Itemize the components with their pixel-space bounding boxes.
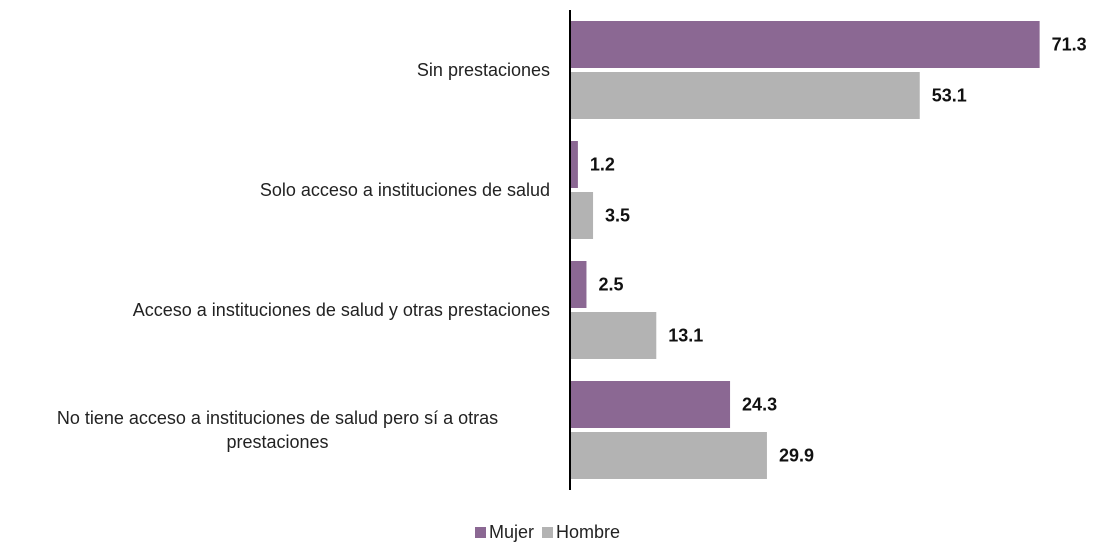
value-label: 53.1 — [932, 85, 967, 105]
bar — [570, 72, 920, 119]
legend-swatch — [541, 527, 553, 538]
value-label: 1.2 — [590, 154, 615, 174]
value-label: 3.5 — [605, 205, 630, 225]
category-label: Sin prestaciones — [0, 58, 550, 82]
value-label: 13.1 — [668, 325, 703, 345]
legend-item: Mujer — [474, 522, 534, 543]
category-text: Acceso a instituciones de salud y otras … — [132, 300, 550, 320]
legend-swatch — [474, 527, 486, 538]
bar — [570, 141, 578, 188]
legend: Mujer Hombre — [0, 522, 1095, 543]
bar — [570, 21, 1040, 68]
value-label: 2.5 — [598, 274, 623, 294]
category-label: No tiene acceso a instituciones de salud… — [0, 406, 550, 454]
legend-text: Hombre — [555, 522, 621, 542]
bar — [570, 312, 657, 359]
legend-text: Mujer — [488, 522, 534, 542]
category-label: Solo acceso a instituciones de salud — [0, 178, 550, 202]
value-label: 71.3 — [1052, 34, 1087, 54]
category-text: Sin prestaciones — [416, 60, 550, 80]
legend-item: Hombre — [541, 522, 621, 543]
category-text: Solo acceso a instituciones de salud — [259, 180, 550, 200]
bar — [570, 381, 731, 428]
bar — [570, 432, 767, 479]
value-label: 24.3 — [742, 394, 777, 414]
bar — [570, 192, 594, 239]
value-label: 29.9 — [779, 445, 814, 465]
category-text: No tiene acceso a instituciones de salud… — [56, 408, 499, 452]
bar — [570, 261, 587, 308]
category-label: Acceso a instituciones de salud y otras … — [0, 298, 550, 322]
